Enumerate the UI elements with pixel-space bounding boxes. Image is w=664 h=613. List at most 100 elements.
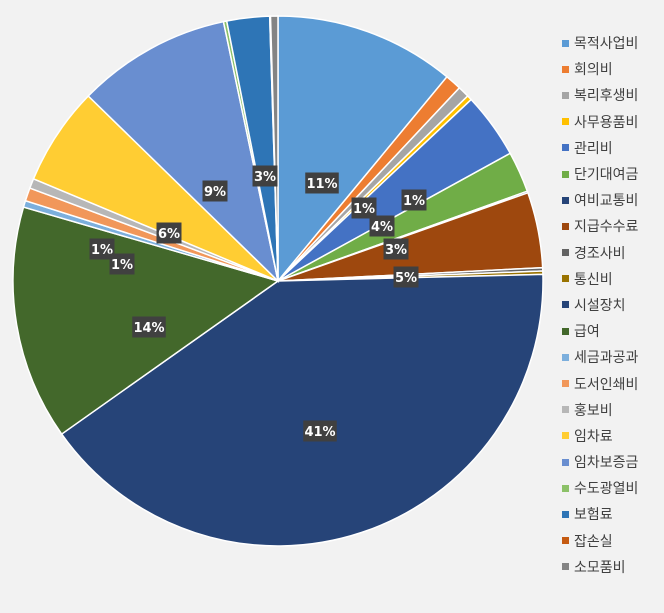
legend-swatch	[562, 275, 569, 283]
legend-swatch	[562, 327, 569, 335]
legend-label: 보험료	[574, 507, 613, 524]
data-label-box	[132, 316, 166, 338]
legend-item: 보험료	[562, 501, 662, 527]
legend-item: 세금과공과	[562, 344, 662, 370]
legend-label: 홍보비	[574, 402, 613, 419]
legend-item: 통신비	[562, 266, 662, 292]
data-label: 1%	[351, 197, 377, 219]
legend-swatch	[562, 380, 569, 388]
data-label-box	[401, 189, 427, 211]
legend-swatch	[562, 406, 569, 414]
legend-label: 임차보증금	[574, 455, 639, 472]
legend-item: 관리비	[562, 135, 662, 161]
data-label-text: 1%	[353, 202, 375, 217]
legend-label: 시설장치	[574, 297, 626, 314]
data-label: 41%	[303, 420, 337, 442]
legend-item: 급여	[562, 318, 662, 344]
legend-label: 임차료	[574, 428, 613, 445]
legend-item: 수도광열비	[562, 475, 662, 501]
legend-label: 통신비	[574, 271, 613, 288]
legend-label: 소모품비	[574, 559, 626, 576]
data-label-box	[89, 238, 115, 260]
data-label-text: 11%	[306, 177, 337, 192]
legend-label: 복리후생비	[574, 88, 639, 105]
legend-swatch	[562, 301, 569, 309]
pie-slice	[60, 273, 544, 547]
legend-label: 회의비	[574, 62, 613, 79]
legend-label: 사무용품비	[574, 114, 639, 131]
data-label-text: 3%	[254, 170, 276, 185]
data-label: 5%	[393, 266, 419, 288]
data-label-box	[393, 266, 419, 288]
pie-slice	[87, 20, 280, 284]
pie-chart: 11%1%4%3%5%41%14%1%1%6%9%3%1%	[12, 15, 544, 547]
legend-item: 시설장치	[562, 292, 662, 318]
legend-item: 회의비	[562, 56, 662, 82]
data-label-box	[369, 215, 395, 237]
legend-item: 소모품비	[562, 554, 662, 580]
legend-swatch	[562, 118, 569, 126]
legend-item: 복리후생비	[562, 82, 662, 108]
data-label-text: 1%	[111, 258, 133, 273]
legend-item: 사무용품비	[562, 109, 662, 135]
data-label-box	[109, 253, 135, 275]
data-label-box	[252, 165, 278, 187]
legend-swatch	[562, 484, 569, 492]
legend-swatch	[562, 537, 569, 545]
legend-label: 관리비	[574, 140, 613, 157]
legend-item: 도서인쇄비	[562, 370, 662, 396]
legend-label: 수도광열비	[574, 481, 639, 498]
legend-swatch	[562, 458, 569, 466]
data-label: 14%	[132, 316, 166, 338]
legend-swatch	[562, 563, 569, 571]
data-label-text: 6%	[158, 227, 180, 242]
legend-swatch	[562, 91, 569, 99]
legend-item: 여비교통비	[562, 187, 662, 213]
data-label: 4%	[369, 215, 395, 237]
data-label: 1%	[89, 238, 115, 260]
legend-swatch	[562, 144, 569, 152]
pie-slice	[269, 15, 279, 282]
data-label-text: 3%	[385, 243, 407, 258]
legend-item: 임차료	[562, 423, 662, 449]
legend-swatch	[562, 222, 569, 230]
legend-swatch	[562, 65, 569, 73]
data-label-box	[305, 172, 339, 194]
legend-item: 임차보증금	[562, 449, 662, 475]
data-label: 9%	[202, 180, 228, 202]
legend-swatch	[562, 432, 569, 440]
legend-label: 목적사업비	[574, 36, 639, 53]
data-label-text: 1%	[91, 243, 113, 258]
data-label: 1%	[109, 253, 135, 275]
data-label-text: 9%	[204, 185, 226, 200]
data-label-text: 4%	[371, 220, 393, 235]
data-label-box	[156, 222, 182, 244]
data-label: 3%	[252, 165, 278, 187]
legend-label: 급여	[574, 324, 600, 341]
legend-label: 세금과공과	[574, 350, 639, 367]
legend-item: 경조사비	[562, 240, 662, 266]
legend-item: 홍보비	[562, 397, 662, 423]
legend-item: 잡손실	[562, 528, 662, 554]
legend-item: 목적사업비	[562, 30, 662, 56]
legend-swatch	[562, 39, 569, 47]
legend-swatch	[562, 353, 569, 361]
legend-label: 도서인쇄비	[574, 376, 639, 393]
data-label-text: 1%	[403, 194, 425, 209]
data-label: 6%	[156, 222, 182, 244]
data-label-box	[383, 238, 409, 260]
legend-label: 단기대여금	[574, 167, 639, 184]
data-label: 3%	[383, 238, 409, 260]
legend-item: 지급수수료	[562, 213, 662, 239]
data-label-text: 14%	[133, 321, 164, 336]
data-label: 1%	[401, 189, 427, 211]
data-label-box	[202, 180, 228, 202]
data-label: 11%	[305, 172, 339, 194]
legend-label: 잡손실	[574, 533, 613, 550]
legend-label: 경조사비	[574, 245, 626, 262]
legend-swatch	[562, 249, 569, 257]
legend-swatch	[562, 196, 569, 204]
legend-swatch	[562, 170, 569, 178]
legend-label: 지급수수료	[574, 219, 639, 236]
